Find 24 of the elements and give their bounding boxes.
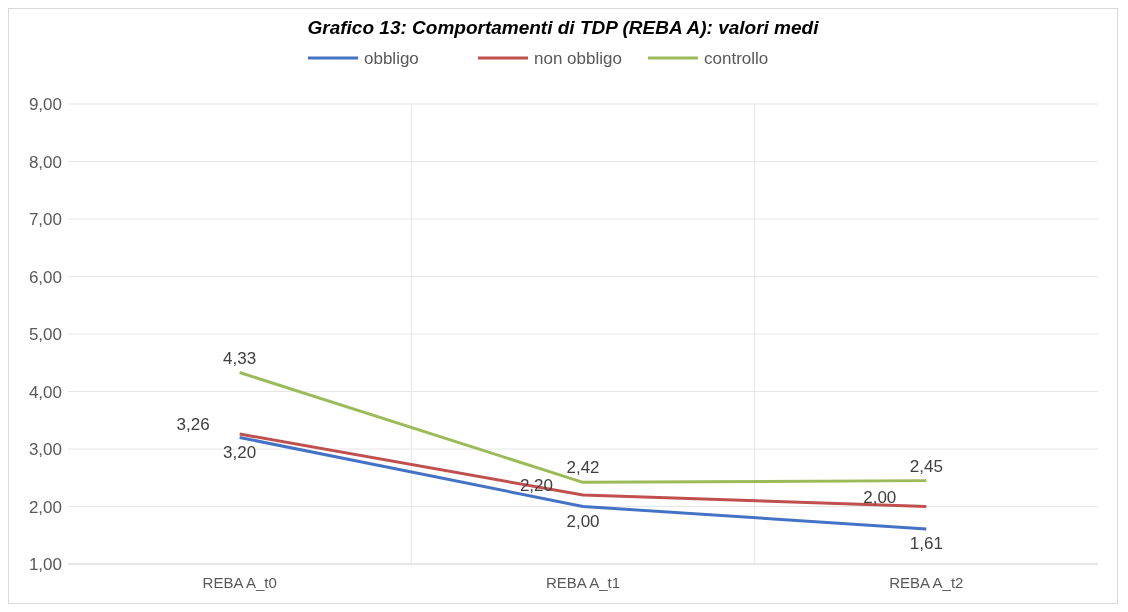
y-tick-label: 1,00: [28, 555, 62, 574]
y-tick-label: 8,00: [28, 152, 62, 172]
y-tick-label: 4,00: [28, 382, 62, 402]
y-tick-label: 7,00: [28, 210, 62, 229]
data-label: 2,00: [566, 511, 600, 531]
y-tick-label: 6,00: [28, 267, 62, 287]
x-tick-label: REBA A_t0: [202, 574, 277, 591]
data-label: 2,42: [566, 458, 600, 478]
y-tick-label: 3,00: [28, 440, 62, 459]
data-label: 3,26: [176, 415, 210, 435]
y-tick-label: 5,00: [28, 325, 62, 344]
data-label: 2,00: [863, 487, 897, 507]
data-label: 1,61: [909, 533, 943, 553]
y-tick-label: 2,00: [28, 497, 62, 517]
chart-title: Grafico 13: Comportamenti di TDP (REBA A): valori medi: [307, 17, 820, 38]
legend-label: non obbligo: [534, 49, 622, 68]
x-tick-label: REBA A_t2: [889, 574, 964, 591]
y-tick-label: 9,00: [28, 95, 62, 114]
legend-label: obbligo: [364, 49, 419, 68]
data-label: 2,45: [909, 456, 943, 476]
data-label: 3,20: [223, 442, 257, 462]
x-tick-label: REBA A_t1: [545, 574, 621, 591]
legend-label: controllo: [704, 49, 769, 68]
data-label: 4,33: [223, 348, 257, 368]
